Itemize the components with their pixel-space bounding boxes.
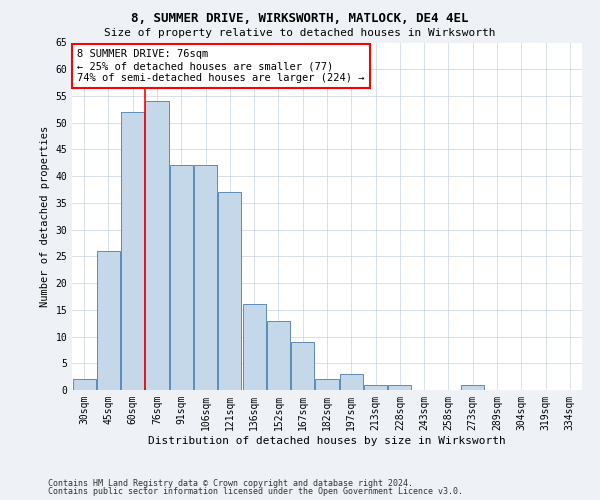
Text: 8 SUMMER DRIVE: 76sqm
← 25% of detached houses are smaller (77)
74% of semi-deta: 8 SUMMER DRIVE: 76sqm ← 25% of detached … xyxy=(77,50,365,82)
Bar xyxy=(316,380,338,390)
Bar xyxy=(291,342,314,390)
Bar xyxy=(340,374,363,390)
Bar xyxy=(97,251,120,390)
Y-axis label: Number of detached properties: Number of detached properties xyxy=(40,126,50,307)
Bar xyxy=(242,304,266,390)
Bar xyxy=(121,112,144,390)
Bar xyxy=(461,384,484,390)
Bar xyxy=(364,384,387,390)
Bar xyxy=(267,320,290,390)
Text: Contains public sector information licensed under the Open Government Licence v3: Contains public sector information licen… xyxy=(48,487,463,496)
Bar xyxy=(73,380,95,390)
Text: Size of property relative to detached houses in Wirksworth: Size of property relative to detached ho… xyxy=(104,28,496,38)
Text: 8, SUMMER DRIVE, WIRKSWORTH, MATLOCK, DE4 4EL: 8, SUMMER DRIVE, WIRKSWORTH, MATLOCK, DE… xyxy=(131,12,469,26)
Bar xyxy=(194,166,217,390)
Text: Contains HM Land Registry data © Crown copyright and database right 2024.: Contains HM Land Registry data © Crown c… xyxy=(48,478,413,488)
X-axis label: Distribution of detached houses by size in Wirksworth: Distribution of detached houses by size … xyxy=(148,436,506,446)
Bar xyxy=(170,166,193,390)
Bar xyxy=(145,102,169,390)
Bar xyxy=(388,384,412,390)
Bar xyxy=(218,192,241,390)
